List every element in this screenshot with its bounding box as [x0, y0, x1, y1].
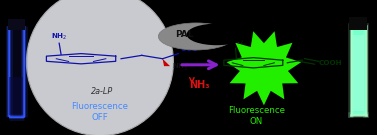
Text: Fluorescence
ON: Fluorescence ON	[228, 106, 285, 126]
Circle shape	[158, 23, 234, 50]
Circle shape	[187, 24, 247, 45]
Text: NH$_2$: NH$_2$	[228, 37, 245, 47]
FancyBboxPatch shape	[9, 77, 23, 115]
Text: 2a-LP: 2a-LP	[90, 87, 113, 96]
Polygon shape	[162, 59, 170, 66]
Text: NH$_2$: NH$_2$	[51, 32, 67, 42]
Text: NH$_3^+$: NH$_3^+$	[172, 60, 191, 73]
FancyBboxPatch shape	[8, 19, 25, 30]
Text: NH₃: NH₃	[190, 80, 210, 90]
Text: PAL: PAL	[175, 30, 194, 39]
FancyBboxPatch shape	[349, 17, 367, 30]
Text: COO$^-$: COO$^-$	[180, 44, 204, 53]
Text: COOH: COOH	[319, 60, 343, 65]
Text: Fluorescence
OFF: Fluorescence OFF	[71, 102, 129, 122]
Polygon shape	[227, 31, 301, 105]
FancyBboxPatch shape	[9, 26, 24, 117]
FancyBboxPatch shape	[353, 35, 363, 111]
FancyBboxPatch shape	[351, 26, 366, 115]
Ellipse shape	[26, 0, 173, 135]
